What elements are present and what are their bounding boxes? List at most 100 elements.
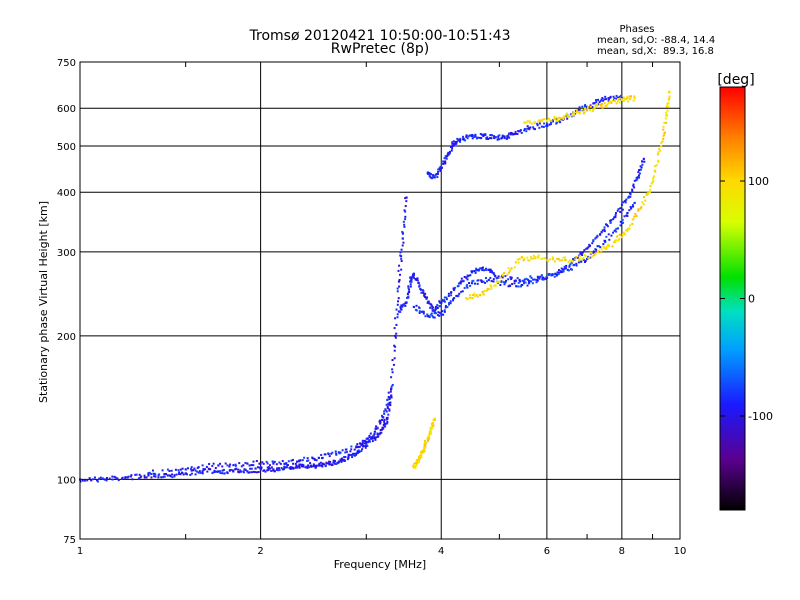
data-point — [458, 140, 461, 143]
data-point — [328, 463, 331, 466]
data-point — [134, 473, 137, 476]
data-point — [306, 457, 309, 460]
data-point — [553, 260, 556, 263]
data-point — [565, 267, 568, 270]
data-point — [505, 279, 508, 282]
data-point — [481, 269, 484, 272]
data-point — [549, 123, 552, 126]
data-point — [205, 465, 208, 468]
data-point — [428, 434, 431, 437]
data-point — [471, 280, 474, 283]
data-point — [339, 459, 342, 462]
data-point — [600, 231, 603, 234]
data-point — [426, 315, 430, 318]
data-point — [298, 466, 301, 469]
data-point — [404, 218, 407, 221]
data-point — [525, 121, 528, 124]
data-point — [406, 296, 409, 299]
data-point — [598, 101, 601, 104]
data-point — [169, 475, 172, 478]
data-point — [572, 260, 575, 263]
data-point — [613, 97, 616, 100]
data-point — [563, 267, 566, 270]
data-point — [390, 394, 393, 397]
data-point — [463, 275, 466, 278]
data-point — [490, 285, 493, 288]
data-point — [641, 163, 644, 166]
data-point — [545, 276, 549, 279]
data-point — [551, 258, 554, 261]
data-point — [390, 385, 393, 388]
data-point — [477, 136, 480, 139]
data-point — [592, 108, 595, 111]
data-point — [605, 98, 608, 101]
data-point — [324, 464, 327, 467]
data-point — [415, 309, 418, 312]
data-point — [429, 306, 432, 309]
data-point — [371, 440, 374, 443]
data-point — [507, 135, 510, 138]
data-point — [214, 470, 217, 473]
data-point — [317, 464, 320, 467]
data-point — [562, 270, 565, 273]
data-point — [309, 462, 312, 465]
data-point — [632, 99, 635, 102]
data-point — [486, 280, 489, 283]
data-point — [385, 410, 388, 413]
data-point — [631, 204, 634, 207]
data-point — [558, 271, 561, 274]
data-point — [437, 168, 440, 171]
data-point — [212, 462, 215, 465]
data-point — [493, 284, 496, 287]
colorbar-tick-label: 0 — [748, 293, 755, 306]
data-point — [433, 316, 436, 319]
data-point — [553, 115, 556, 118]
data-point — [583, 261, 586, 264]
data-point — [103, 478, 107, 481]
data-point — [444, 156, 447, 159]
data-point — [451, 142, 454, 145]
data-point — [147, 474, 150, 477]
data-point — [557, 273, 560, 276]
data-point — [543, 122, 546, 125]
data-point — [632, 205, 635, 208]
data-point — [270, 466, 273, 469]
data-point — [431, 314, 434, 317]
data-point — [663, 131, 666, 134]
data-point — [507, 134, 510, 137]
data-point — [280, 467, 283, 470]
data-point — [545, 125, 548, 128]
data-point — [389, 390, 392, 393]
data-point — [302, 464, 305, 467]
data-point — [246, 470, 249, 473]
data-point — [394, 334, 397, 338]
data-point — [451, 141, 454, 144]
data-point — [586, 255, 589, 258]
data-point — [523, 127, 526, 130]
data-point — [356, 450, 359, 453]
data-point — [582, 259, 585, 262]
data-point — [665, 111, 668, 114]
y-tick-label: 750 — [57, 58, 76, 69]
data-point — [528, 259, 531, 262]
data-point — [510, 267, 513, 270]
data-point — [614, 212, 617, 215]
data-point — [596, 245, 599, 248]
data-point — [533, 278, 536, 281]
data-point — [654, 164, 657, 167]
data-point — [315, 466, 318, 469]
data-point — [662, 128, 665, 131]
data-point — [404, 205, 407, 208]
data-point — [617, 208, 620, 211]
data-point — [538, 126, 541, 129]
data-point — [400, 304, 403, 307]
data-point — [632, 184, 635, 187]
data-point — [208, 463, 211, 466]
data-point — [639, 165, 642, 168]
data-point — [515, 285, 518, 288]
data-point — [456, 137, 459, 140]
data-point — [383, 412, 386, 415]
data-point — [401, 237, 404, 240]
data-point — [419, 288, 423, 291]
